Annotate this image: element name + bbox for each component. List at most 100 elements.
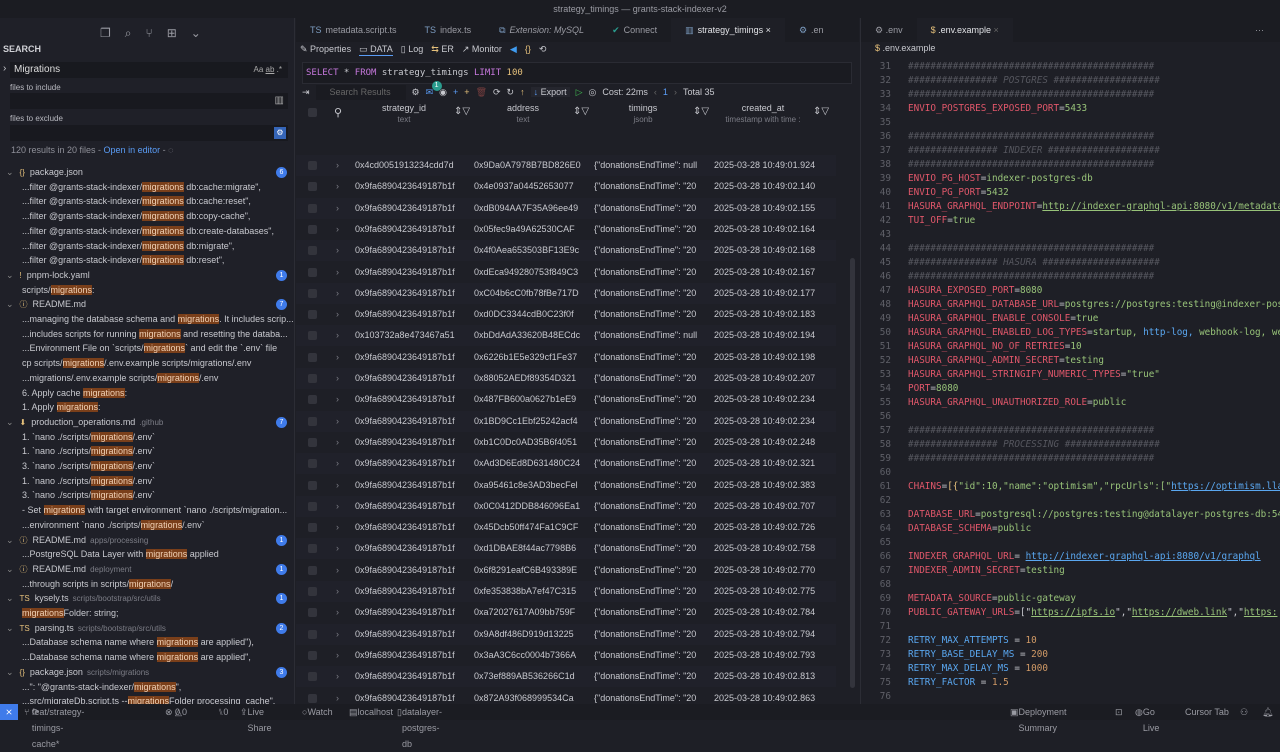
page-number[interactable]: 1 — [662, 87, 668, 97]
table-row[interactable]: › 0x9fa6890423649187b1f 0x1BD9Cc1Ebf25242a… — [296, 410, 836, 432]
table-cell[interactable]: 0x9fa6890423649187b1f — [355, 266, 455, 277]
table-row[interactable]: › 0x9fa6890423649187b1f 0x45Dcb50ff474Fa1C… — [296, 517, 836, 538]
row-checkbox[interactable] — [308, 224, 317, 234]
branch-indicator[interactable]: ⑂ feat/strategy-timings-cache* ⟳ — [24, 704, 84, 749]
tab-1[interactable]: TS index.ts — [411, 18, 486, 42]
code-line[interactable]: 48 HASURA_GRAPHQL_DATABASE_URL=postgres:/… — [861, 298, 1280, 312]
tab-2[interactable]: ⧉ Extension: MySQL — [485, 18, 598, 42]
remote-icon[interactable]: ⨯ — [0, 704, 18, 720]
table-cell[interactable]: {"donationsEndTime": null — [594, 330, 698, 341]
table-cell[interactable]: 0x6226b1E5e329cf1Fe37 — [474, 351, 578, 362]
table-cell[interactable]: 0x9fa6890423649187b1f — [355, 479, 455, 490]
result-match[interactable]: 6. Apply cache migrations: — [0, 386, 295, 401]
export-button[interactable]: ↓ Export — [530, 87, 570, 97]
code-line[interactable]: 70 PUBLIC_GATEWAY_URLS=["https://ipfs.io"… — [861, 606, 1280, 620]
table-cell[interactable]: 0x9fa6890423649187b1f — [355, 500, 455, 511]
result-file[interactable]: ⌄ {} package.json 6 — [0, 165, 295, 180]
result-match[interactable]: ...filter @grants-stack-indexer/migratio… — [0, 239, 295, 254]
table-cell[interactable]: {"donationsEndTime": "20 — [594, 394, 697, 405]
tab-env[interactable]: ⚙ .env — [875, 25, 903, 35]
code-line[interactable]: 31 ######################################… — [861, 60, 1280, 74]
expand-row-icon[interactable]: › — [336, 181, 339, 192]
tab-4[interactable]: ▥ strategy_timings × — [671, 18, 785, 42]
code-line[interactable]: 69 METADATA_SOURCE=public-gateway — [861, 592, 1280, 606]
table-cell[interactable]: 0x9fa6890423649187b1f — [355, 202, 455, 213]
table-cell[interactable]: {"donationsEndTime": "20 — [594, 223, 697, 234]
expand-row-icon[interactable]: › — [336, 628, 339, 639]
cursor-tab-button[interactable]: Cursor Tab — [1185, 707, 1229, 717]
table-cell[interactable]: 0x1BD9Cc1Ebf25242acf4 — [474, 415, 578, 426]
table-cell[interactable]: 0x9fa6890423649187b1f — [355, 543, 455, 554]
code-line[interactable]: 32 ################ POSTGRES ############… — [861, 74, 1280, 88]
result-file[interactable]: ⌄! pnpm-lock.yaml 1 — [0, 268, 295, 283]
table-cell[interactable]: 0x9fa6890423649187b1f — [355, 458, 455, 469]
row-checkbox[interactable] — [308, 374, 317, 383]
result-match[interactable]: ...through scripts in scripts/migrations… — [0, 577, 295, 592]
column-header-created_at[interactable]: created_at timestamp with time : — [713, 102, 813, 126]
table-row[interactable]: › 0x9fa6890423649187b1f 0x9A8df486D919d132… — [296, 623, 836, 645]
table-cell[interactable]: 2025-03-28 10:49:02.140 — [714, 181, 816, 192]
tab-properties[interactable]: ✎ Properties — [300, 44, 352, 54]
code-line[interactable]: 43 — [861, 228, 1280, 242]
code-line[interactable]: 41 HASURA_GRAPHQL_ENDPOINT=http://indexer… — [861, 200, 1280, 214]
result-match[interactable]: ...filter @grants-stack-indexer/migratio… — [0, 209, 295, 224]
row-checkbox[interactable] — [308, 161, 317, 170]
row-checkbox[interactable] — [308, 501, 317, 511]
code-line[interactable]: 76 — [861, 690, 1280, 704]
expand-row-icon[interactable]: › — [336, 671, 339, 682]
close-icon[interactable]: × — [993, 25, 999, 35]
row-checkbox[interactable] — [308, 523, 317, 533]
files-to-exclude-input[interactable]: ⚙ — [10, 125, 288, 141]
row-checkbox[interactable] — [308, 650, 317, 660]
table-row[interactable]: › 0x9fa6890423649187b1f 0x872A93f068999534… — [296, 688, 836, 709]
table-row[interactable]: › 0x9fa6890423649187b1f 0x3aA3C6cc0004b736… — [296, 645, 836, 666]
table-cell[interactable]: 2025-03-28 10:49:01.924 — [714, 160, 816, 170]
code-line[interactable]: 40 ENVIO_PG_PORT=5432 — [861, 186, 1280, 200]
table-cell[interactable]: 0xbDdAdA33620B48ECdc — [474, 330, 581, 341]
table-cell[interactable]: {"donationsEndTime": "20 — [594, 522, 697, 533]
expand-row-icon[interactable]: › — [336, 415, 339, 426]
table-cell[interactable]: 2025-03-28 10:49:02.248 — [714, 436, 816, 447]
row-checkbox[interactable] — [308, 352, 317, 362]
expand-row-icon[interactable]: › — [336, 351, 339, 362]
result-match[interactable]: 1. `nano ./scripts/migrations/.env` — [0, 444, 295, 459]
table-cell[interactable]: 0x73ef889AB536266C1d — [474, 671, 575, 682]
table-row[interactable]: › 0x9fa6890423649187b1f 0x6f8291eafC6B4933… — [296, 560, 836, 581]
table-cell[interactable]: 0xC04b6cC0fb78fBe717D — [474, 287, 579, 298]
code-line[interactable]: 55 HASURA_GRAPHQL_UNAUTHORIZED_ROLE=publi… — [861, 396, 1280, 410]
problems-indicator[interactable]: ⊗ 0 △ 0 — [165, 704, 187, 720]
expand-row-icon[interactable]: › — [336, 373, 339, 383]
result-match[interactable]: 1. `nano ./scripts/migrations/.env` — [0, 474, 295, 489]
result-file[interactable]: ⌄ ⓘ README.md 7 — [0, 297, 295, 312]
result-match[interactable]: ...": "@grants-stack-indexer/migrations"… — [0, 680, 295, 695]
result-match[interactable]: 1. Apply migrations: — [0, 400, 295, 415]
table-cell[interactable]: {"donationsEndTime": null — [594, 160, 698, 170]
upload-icon[interactable]: ↑ — [520, 87, 525, 97]
table-cell[interactable]: 2025-03-28 10:49:02.234 — [714, 394, 816, 405]
result-match[interactable]: ...Environment File on `scripts/migratio… — [0, 341, 295, 356]
table-cell[interactable]: 0x9fa6890423649187b1f — [355, 522, 455, 533]
table-cell[interactable]: 0x9fa6890423649187b1f — [355, 373, 455, 383]
add-row-icon[interactable]: + — [464, 87, 470, 97]
eye-icon[interactable]: ◎ — [588, 86, 597, 97]
expand-row-icon[interactable]: › — [336, 458, 339, 469]
result-file[interactable]: ⌄ ⓘ README.md apps/processing 1 — [0, 533, 295, 548]
result-file[interactable]: ⌄ {} package.json scripts/migrations 3 — [0, 665, 295, 680]
column-header-timings[interactable]: timings jsonb — [593, 102, 693, 126]
expand-row-icon[interactable]: › — [336, 649, 339, 660]
code-line[interactable]: 44 ######################################… — [861, 242, 1280, 256]
row-checkbox[interactable] — [308, 437, 317, 447]
row-checkbox[interactable] — [308, 246, 317, 256]
tab-3[interactable]: ✔ Connect — [598, 18, 671, 42]
code-line[interactable]: 50 HASURA_GRAPHQL_ENABLED_LOG_TYPES=start… — [861, 326, 1280, 340]
row-checkbox[interactable] — [308, 288, 317, 298]
row-checkbox[interactable] — [308, 267, 317, 277]
table-cell[interactable]: 2025-03-28 10:49:02.167 — [714, 266, 816, 277]
table-cell[interactable]: 0x9fa6890423649187b1f — [355, 649, 455, 660]
expand-row-icon[interactable]: › — [336, 309, 339, 320]
ports-indicator[interactable]: ⑊ 0 — [218, 704, 228, 720]
source-control-icon[interactable]: ⑂ — [145, 26, 153, 40]
table-cell[interactable]: 2025-03-28 10:49:02.164 — [714, 223, 816, 234]
table-cell[interactable]: 2025-03-28 10:49:02.784 — [714, 607, 816, 618]
code-line[interactable]: 35 — [861, 116, 1280, 130]
